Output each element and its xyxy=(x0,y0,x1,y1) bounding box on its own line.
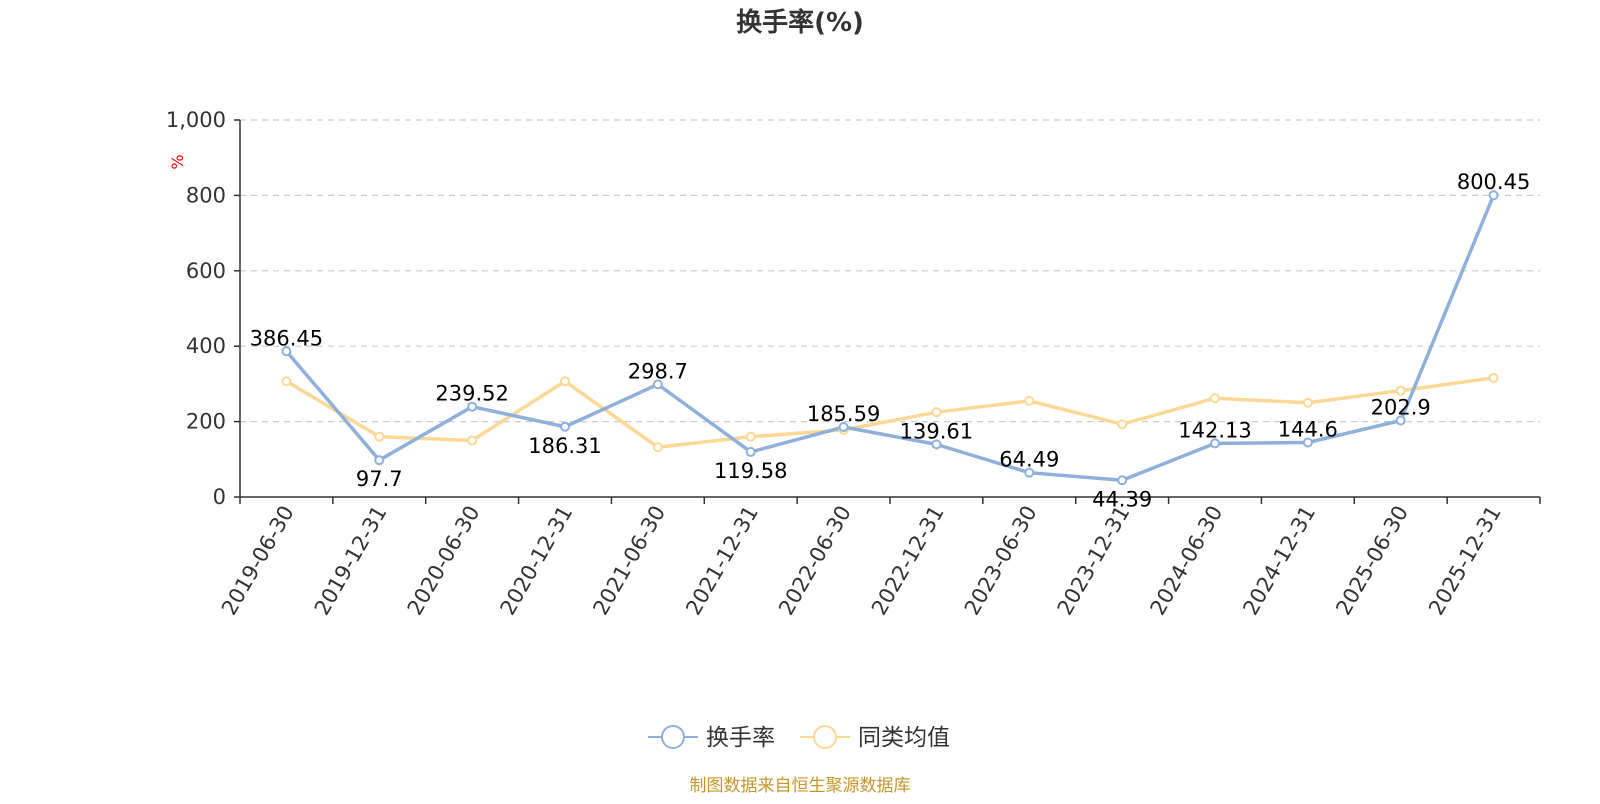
y-tick-label: 1,000 xyxy=(166,108,226,132)
data-point xyxy=(1024,395,1035,406)
source-note: 制图数据来自恒生聚源数据库 xyxy=(690,776,911,796)
data-label: 186.31 xyxy=(528,434,601,458)
data-point xyxy=(374,455,385,466)
data-point xyxy=(467,401,478,412)
x-tick-label: 2022-12-31 xyxy=(867,502,949,620)
data-point xyxy=(1024,467,1035,478)
x-tick-label: 2020-06-30 xyxy=(403,502,485,620)
series-line-0 xyxy=(285,194,1496,483)
data-point xyxy=(1210,393,1220,404)
data-point xyxy=(931,407,942,418)
legend-marker xyxy=(661,725,685,749)
legend: 换手率 同类均值 xyxy=(648,725,950,751)
x-tick-label: 2025-06-30 xyxy=(1331,502,1413,620)
data-label-layer: 386.45 97.7 239.52 186.31 298.7 119.58 185.59 1… xyxy=(250,170,1531,511)
y-tick-label: 200 xyxy=(186,410,226,434)
grid-layer xyxy=(240,119,1540,423)
data-point xyxy=(1488,190,1499,201)
x-tick-label: 2022-06-30 xyxy=(774,502,856,620)
x-tick-label: 2024-12-31 xyxy=(1238,502,1320,620)
y-axis-unit: % xyxy=(168,154,187,169)
data-label: 800.45 xyxy=(1457,170,1530,194)
data-label: 44.39 xyxy=(1092,487,1152,511)
x-tick-label: 2021-06-30 xyxy=(588,502,670,620)
data-point xyxy=(652,379,663,390)
data-point xyxy=(281,346,292,357)
legend-marker xyxy=(813,725,837,749)
data-point xyxy=(1302,397,1313,408)
x-tick-label: 2023-12-31 xyxy=(1053,502,1135,620)
data-point xyxy=(1395,415,1406,426)
data-point xyxy=(1395,385,1406,396)
x-tick-label: 2019-06-30 xyxy=(217,502,299,620)
data-point xyxy=(1117,419,1128,430)
data-point xyxy=(467,435,478,446)
data-label: 142.13 xyxy=(1178,418,1251,442)
data-point xyxy=(1488,372,1499,383)
data-point xyxy=(1210,438,1220,449)
data-label: 202.9 xyxy=(1371,396,1431,420)
data-label: 239.52 xyxy=(435,382,508,406)
legend-label: 同类均值 xyxy=(858,725,950,751)
x-tick-label: 2023-06-30 xyxy=(960,502,1042,620)
x-tick-label: 2025-12-31 xyxy=(1424,502,1506,620)
data-label: 97.7 xyxy=(356,467,403,491)
data-label: 298.7 xyxy=(628,359,688,383)
data-point xyxy=(1302,437,1313,448)
data-point xyxy=(1117,475,1128,486)
data-label: 119.58 xyxy=(714,459,787,483)
y-tick-label: 600 xyxy=(186,259,226,283)
legend-label: 换手率 xyxy=(706,725,775,751)
data-point xyxy=(560,376,570,387)
data-point xyxy=(838,422,849,433)
data-point xyxy=(931,439,942,450)
data-point xyxy=(745,446,756,457)
chart-title: 换手率(%) xyxy=(736,7,864,38)
data-label: 386.45 xyxy=(250,326,323,350)
y-tick-label: 400 xyxy=(186,334,226,358)
y-tick-label: 800 xyxy=(186,183,226,207)
data-point xyxy=(281,376,292,387)
x-tick-label: 2021-12-31 xyxy=(681,502,763,620)
x-tick-label: 2024-06-30 xyxy=(1146,502,1228,620)
data-label: 139.61 xyxy=(900,419,973,443)
y-tick-label: 0 xyxy=(213,485,226,509)
data-label: 185.59 xyxy=(807,402,880,426)
legend-item-1[interactable]: 同类均值 xyxy=(800,725,950,751)
data-point xyxy=(560,421,570,432)
series-layer xyxy=(281,190,1499,486)
data-point xyxy=(652,442,663,453)
data-point xyxy=(374,431,385,442)
series-line-1 xyxy=(285,376,1494,449)
data-point xyxy=(745,431,756,442)
data-label: 64.49 xyxy=(999,448,1059,472)
x-tick-label: 2019-12-31 xyxy=(310,502,392,620)
x-tick-label: 2020-12-31 xyxy=(496,502,578,620)
legend-item-0[interactable]: 换手率 xyxy=(648,725,775,751)
data-label: 144.6 xyxy=(1278,417,1338,441)
